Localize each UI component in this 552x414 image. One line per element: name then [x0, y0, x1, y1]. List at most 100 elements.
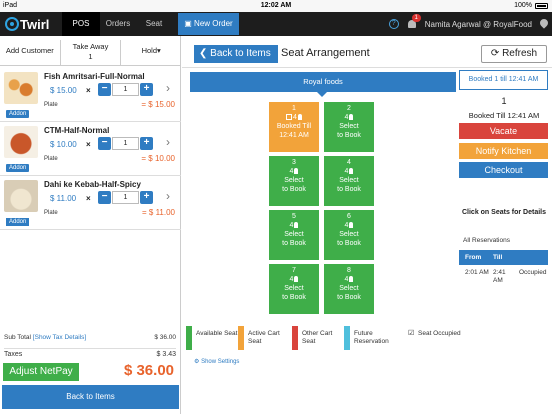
addon-button[interactable]: Addon: [6, 164, 30, 172]
chevron-right-icon[interactable]: ›: [166, 189, 170, 203]
divider: [182, 67, 552, 68]
times-icon: ×: [86, 194, 91, 203]
logo-icon: [5, 17, 19, 31]
decrease-qty-button[interactable]: −: [98, 137, 111, 150]
device-label: iPad: [3, 2, 18, 9]
clock: 12:02 AM: [260, 2, 292, 9]
page-title: Seat Arrangement: [281, 47, 370, 59]
notify-kitchen-button[interactable]: Notify Kitchen: [459, 143, 548, 159]
quantity-field[interactable]: 1: [112, 83, 139, 96]
seat-7[interactable]: 7 4 Select to Book: [269, 264, 319, 314]
seat-arrangement-panel: ❮ Back to Items Seat Arrangement ⟳ Refre…: [182, 36, 552, 414]
person-icon: [349, 222, 354, 229]
seat-6[interactable]: 6 4 Select to Book: [324, 210, 374, 260]
increase-qty-button[interactable]: +: [140, 83, 153, 96]
person-icon: [297, 114, 302, 121]
booked-till-text: Booked Till 12:41 AM: [468, 111, 540, 120]
subtotal-row: Sub Total [Show Tax Details] $ 36.00: [4, 334, 176, 341]
show-tax-details-link[interactable]: [Show Tax Details]: [32, 334, 87, 341]
click-seats-hint: Click on Seats for Details: [461, 209, 547, 216]
quantity-field[interactable]: 1: [112, 137, 139, 150]
table-row: 2:01 AM 2:41 AM Occupied: [465, 269, 547, 284]
tab-orders[interactable]: Orders: [105, 19, 131, 28]
top-navbar: Twirl POS Orders Seat ▣ New Order ? 1 Na…: [0, 12, 552, 36]
gear-icon: ⚙: [194, 359, 200, 365]
item-unit: Plate: [44, 210, 58, 216]
taxes-row: Taxes $ 3.43: [4, 348, 176, 358]
item-price: $ 10.00: [50, 140, 77, 149]
decrease-qty-button[interactable]: −: [98, 191, 111, 204]
refresh-button[interactable]: ⟳ Refresh: [481, 45, 547, 63]
chevron-left-icon: ❮: [199, 48, 208, 59]
person-icon: [349, 114, 354, 121]
person-icon: [294, 168, 299, 175]
hold-tab[interactable]: Hold▾: [141, 46, 161, 55]
chevron-right-icon[interactable]: ›: [166, 81, 170, 95]
person-icon: [294, 222, 299, 229]
selected-seat-number: 1: [501, 96, 507, 106]
list-item[interactable]: Addon Dahi ke Kebab-Half-Spicy $ 11.00 ×…: [0, 164, 181, 230]
bell-icon[interactable]: 1: [407, 14, 421, 29]
checkbox-icon: [286, 114, 293, 121]
order-items: Fish Amritsari-Full-Normal $ 15.00 × − 1…: [0, 68, 181, 244]
item-name: CTM-Half-Normal: [44, 126, 110, 135]
seat-1[interactable]: 1 4 Booked Till 12:41 AM: [269, 102, 319, 152]
food-thumbnail: [4, 72, 38, 104]
chevron-down-icon: ▾: [157, 46, 161, 55]
person-icon: [349, 276, 354, 283]
increase-qty-button[interactable]: +: [140, 137, 153, 150]
new-order-button[interactable]: ▣ New Order: [178, 13, 239, 35]
seat-legend: Available Seat Active Cart Seat Other Ca…: [186, 326, 466, 350]
item-unit: Plate: [44, 102, 58, 108]
addon-button[interactable]: Addon: [6, 110, 30, 118]
item-name: Dahi ke Kebab-Half-Spicy: [44, 180, 141, 189]
person-icon: [294, 276, 299, 283]
back-to-items-header-button[interactable]: ❮ Back to Items: [194, 45, 278, 63]
item-name: Fish Amritsari-Full-Normal: [44, 72, 145, 81]
quantity-field[interactable]: 1: [112, 191, 139, 204]
addon-button[interactable]: Addon: [6, 218, 30, 226]
app-logo[interactable]: Twirl: [5, 15, 49, 33]
list-item[interactable]: Fish Amritsari-Full-Normal $ 15.00 × − 1…: [0, 68, 181, 122]
increase-qty-button[interactable]: +: [140, 191, 153, 204]
adjust-netpay-button[interactable]: Adjust NetPay: [3, 363, 79, 381]
caret-icon: [317, 92, 327, 97]
notification-badge: 1: [411, 14, 421, 22]
ios-status-bar: iPad 12:02 AM 100%: [0, 0, 552, 12]
take-away-tab[interactable]: Take Away 1: [61, 40, 122, 65]
times-icon: ×: [86, 86, 91, 95]
order-tabs: Add Customer Take Away 1 Hold▾: [0, 40, 181, 66]
show-settings-link[interactable]: ⚙ Show Settings: [194, 359, 240, 365]
help-icon[interactable]: ?: [388, 19, 399, 29]
seat-8[interactable]: 8 4 Select to Book: [324, 264, 374, 314]
seat-4[interactable]: 4 4 Select to Book: [324, 156, 374, 206]
tab-seat[interactable]: Seat: [145, 19, 163, 28]
section-tab-royal-foods[interactable]: Royal foods: [190, 72, 456, 97]
person-icon: [349, 168, 354, 175]
list-item[interactable]: Addon CTM-Half-Normal $ 10.00 × − 1 + › …: [0, 110, 181, 176]
vacate-button[interactable]: Vacate: [459, 123, 548, 139]
location-pin-icon[interactable]: [540, 19, 548, 29]
checkout-button[interactable]: Checkout: [459, 162, 548, 178]
decrease-qty-button[interactable]: −: [98, 83, 111, 96]
item-price: $ 15.00: [50, 86, 77, 95]
item-total: = $ 15.00: [141, 100, 175, 109]
booked-seat-link[interactable]: Booked 1 till 12:41 AM: [459, 70, 548, 90]
item-price: $ 11.00: [50, 194, 77, 203]
seat-3[interactable]: 3 4 Select to Book: [269, 156, 319, 206]
user-label[interactable]: Namita Agarwal @ RoyalFood: [424, 19, 532, 29]
add-customer-tab[interactable]: Add Customer: [0, 40, 61, 65]
tab-pos[interactable]: POS: [62, 12, 100, 36]
chevron-right-icon[interactable]: ›: [166, 135, 170, 149]
food-thumbnail: [4, 126, 38, 158]
seat-2[interactable]: 2 4 Select to Book: [324, 102, 374, 152]
back-to-items-button[interactable]: Back to Items: [2, 385, 179, 409]
taxes-value: $ 3.43: [156, 351, 176, 358]
refresh-icon: ⟳: [490, 48, 500, 59]
item-total: = $ 11.00: [142, 208, 175, 217]
subtotal-value: $ 36.00: [154, 334, 176, 341]
item-total: = $ 10.00: [141, 154, 175, 163]
seat-5[interactable]: 5 4 Select to Book: [269, 210, 319, 260]
checkbox-icon: ☑: [408, 330, 415, 337]
all-reservations-label: All Reservations: [463, 237, 510, 244]
